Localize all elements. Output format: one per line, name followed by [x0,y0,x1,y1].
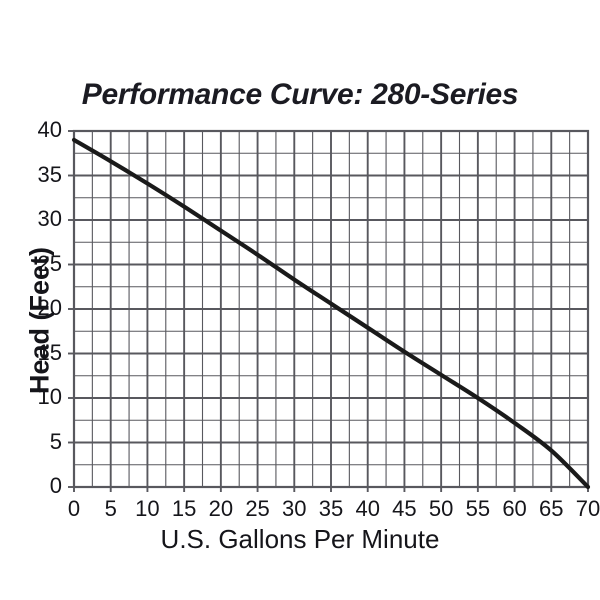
y-tick-label: 10 [37,384,62,409]
y-tick-label: 20 [37,295,62,320]
y-tick-label: 25 [37,250,62,276]
x-tick-label: 70 [575,496,600,521]
y-tick-label: 30 [37,206,62,231]
x-tick-label: 15 [171,496,197,521]
x-tick-label: 60 [502,496,527,521]
x-tick-label: 35 [318,496,344,521]
x-tick-label: 25 [245,496,270,521]
y-tick-label: 0 [49,473,62,498]
x-tick-label: 5 [104,496,117,521]
performance-curve-line [71,137,591,490]
x-tick-label: 10 [135,496,160,521]
chart-title: Performance Curve: 280-Series [81,78,519,111]
axis-tick-marks [68,130,589,492]
x-axis-label: U.S. Gallons Per Minute [160,524,440,554]
y-tick-label: 5 [49,428,62,454]
x-tick-label: 0 [67,496,81,521]
x-tick-label: 45 [392,496,417,521]
x-tick-label: 65 [539,496,564,521]
x-tick-label: 55 [465,496,491,521]
x-tick-label: 40 [355,496,380,521]
x-tick-label: 20 [208,496,234,521]
x-tick-label: 50 [428,496,454,521]
y-tick-label: 40 [37,117,62,142]
x-tick-label: 30 [282,496,307,521]
y-tick-label: 15 [37,339,62,365]
y-tick-label: 35 [37,161,62,187]
